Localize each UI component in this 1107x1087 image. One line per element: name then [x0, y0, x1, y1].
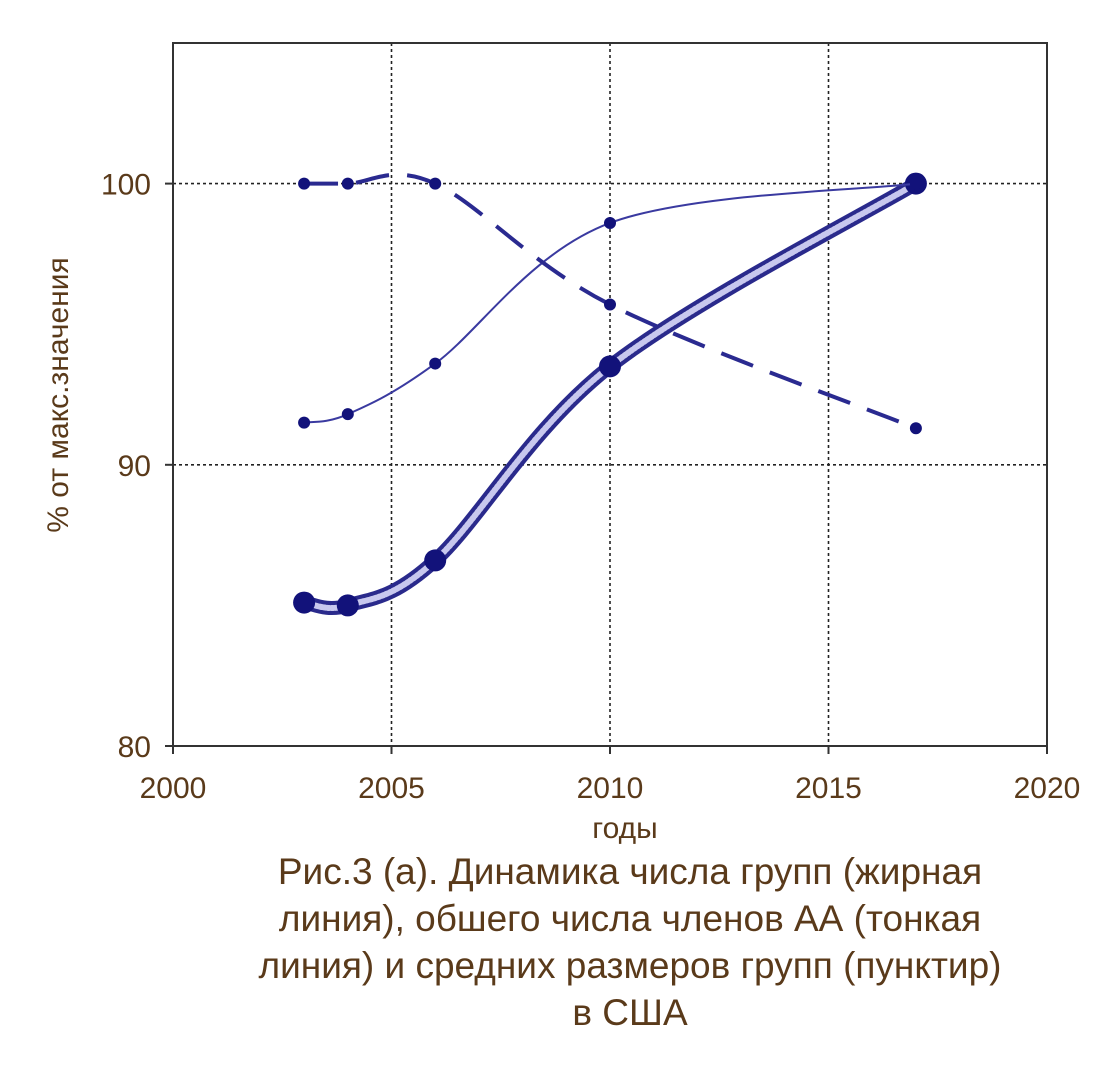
caption-line-4: в США: [572, 992, 688, 1033]
series-dashed-point-2017: [909, 422, 922, 435]
caption-line-2: линия), обшего числа членов АА (тонкая: [278, 898, 982, 939]
x-tick-label-2005: 2005: [358, 772, 425, 805]
plot-frame: [165, 42, 1048, 754]
series-thick-point-2010: [599, 355, 621, 378]
series-group: [293, 172, 927, 617]
x-tick-label-2010: 2010: [577, 772, 644, 805]
series-dashed-point-2003: [298, 177, 311, 190]
tick-labels: 2000 2005 2010 2015 2020 80 90 100: [101, 169, 1080, 805]
caption-line-3: линия) и средних размеров групп (пунктир…: [258, 945, 1002, 986]
series-thin-point-2006: [429, 357, 442, 370]
series-dashed-point-2004: [341, 177, 354, 190]
series-dashed-line: [304, 172, 917, 431]
x-tick-label-2015: 2015: [795, 772, 862, 805]
x-tick-label-2000: 2000: [140, 772, 207, 805]
series-thin-point-2004: [341, 408, 354, 421]
x-tick-label-2020: 2020: [1014, 772, 1081, 805]
y-tick-label-100: 100: [101, 169, 151, 202]
series-thick-point-2006: [424, 549, 447, 572]
y-tick-label-80: 80: [118, 731, 151, 764]
grid: [173, 43, 1047, 746]
series-thin-point-2017: [909, 177, 922, 190]
series-thin-point-2003: [298, 416, 311, 429]
series-thin-point-2010: [604, 216, 616, 229]
series-dashed-point-2010: [604, 298, 616, 311]
y-tick-label-90: 90: [118, 450, 151, 483]
series-dashed-point-2006: [429, 177, 442, 190]
x-axis-title: годы: [592, 812, 657, 845]
caption-line-1: Рис.3 (а). Динамика числа групп (жирная: [277, 851, 983, 892]
figure-caption: Рис.3 (а). Динамика числа групп (жирная …: [200, 848, 1060, 1036]
series-thick-point-2003: [293, 591, 316, 614]
plot-border: [172, 42, 1048, 747]
series-thick-point-2004: [336, 594, 359, 617]
y-axis-title: % от макс.значения: [42, 257, 75, 532]
